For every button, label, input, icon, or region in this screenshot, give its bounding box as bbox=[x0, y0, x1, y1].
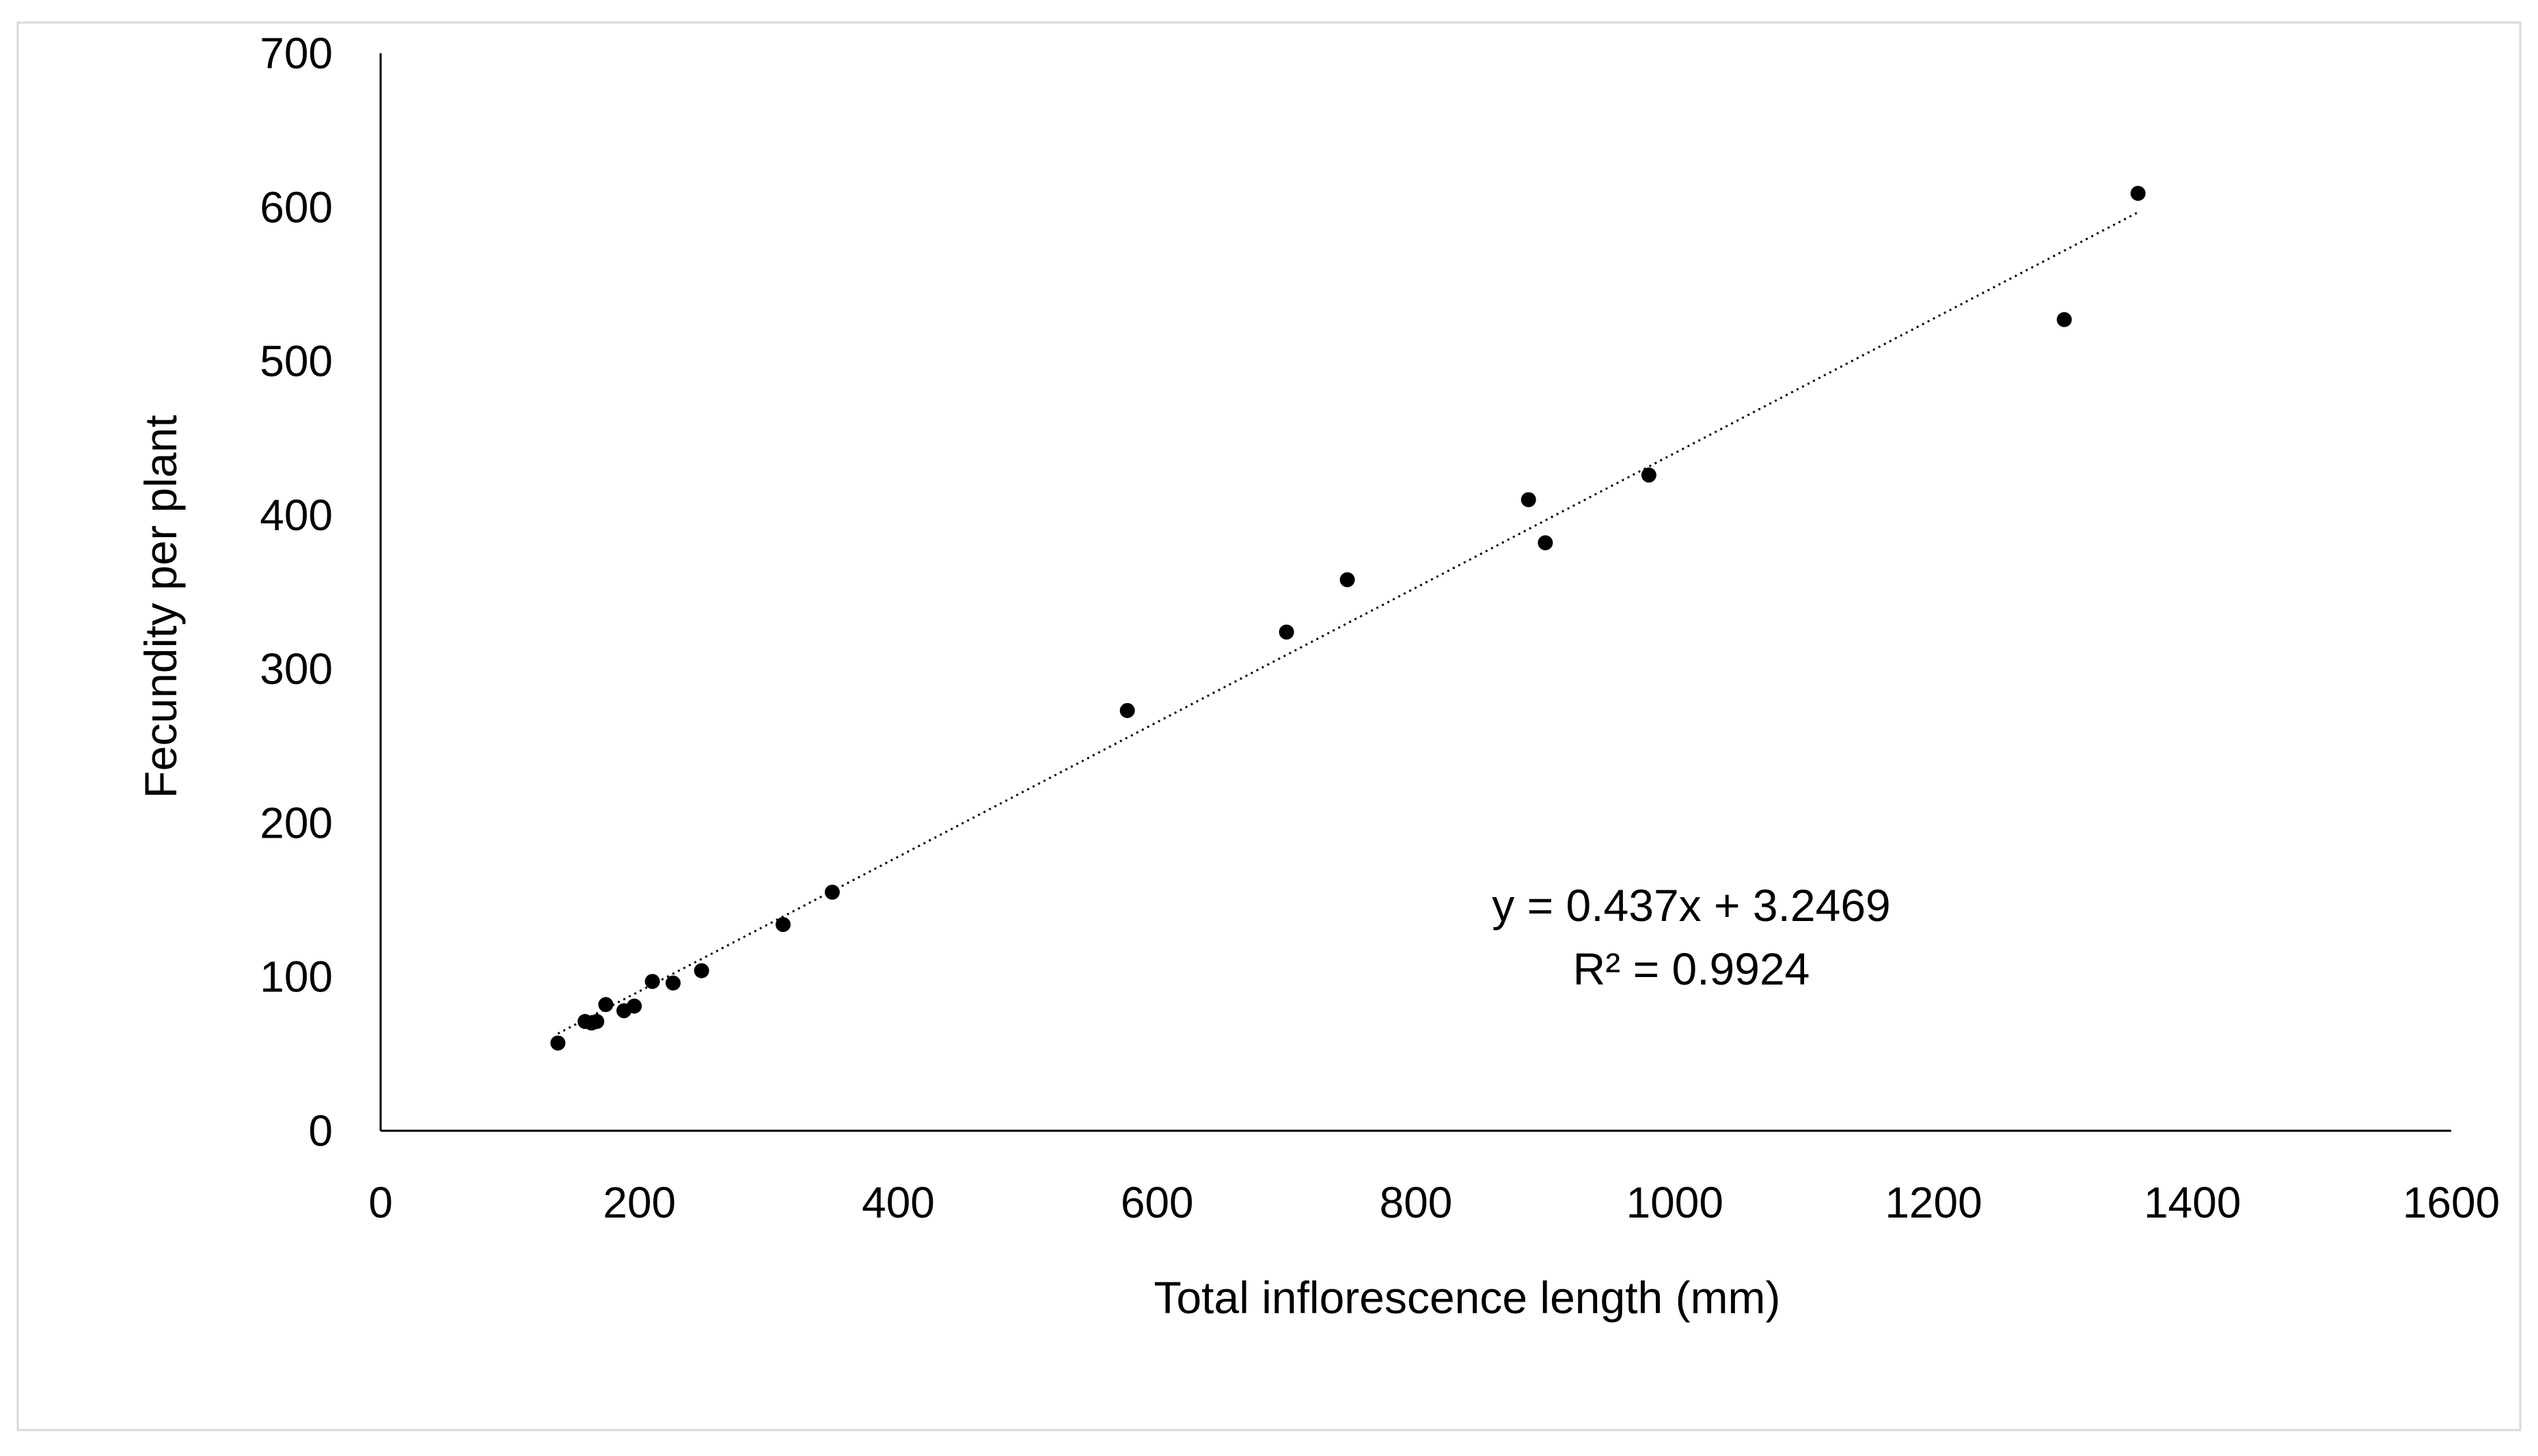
trendline-layer bbox=[557, 211, 2139, 1035]
data-point bbox=[550, 1035, 566, 1051]
y-tick-label: 700 bbox=[260, 29, 333, 78]
x-tick-label: 800 bbox=[1380, 1178, 1453, 1227]
x-tick-label: 600 bbox=[1121, 1178, 1194, 1227]
trendline-equation: y = 0.437x + 3.2469 bbox=[1492, 880, 1890, 931]
data-point bbox=[775, 917, 791, 933]
x-tick-label: 1400 bbox=[2144, 1178, 2241, 1227]
data-point bbox=[1538, 535, 1553, 551]
data-point bbox=[589, 1014, 605, 1030]
y-tick-label: 100 bbox=[260, 952, 333, 1002]
data-point bbox=[1339, 572, 1355, 588]
data-point bbox=[665, 975, 681, 991]
x-tick-label: 1600 bbox=[2403, 1178, 2500, 1227]
y-tick-label: 200 bbox=[260, 798, 333, 847]
x-tick-label: 400 bbox=[862, 1178, 935, 1227]
y-tick-label: 600 bbox=[260, 182, 333, 232]
x-axis-title: Total inflorescence length (mm) bbox=[1154, 1272, 1780, 1323]
y-tick-labels: 0 100 200 300 400 500 600 700 bbox=[260, 29, 333, 1155]
trendline bbox=[557, 211, 2139, 1035]
y-tick-label: 0 bbox=[308, 1106, 333, 1155]
data-point bbox=[2130, 186, 2146, 202]
x-tick-label: 200 bbox=[603, 1178, 676, 1227]
y-tick-label: 400 bbox=[260, 491, 333, 540]
data-point bbox=[824, 884, 840, 900]
data-point bbox=[1520, 492, 1536, 508]
data-point bbox=[1641, 467, 1656, 483]
y-axis-title: Fecundity per plant bbox=[135, 415, 186, 798]
trendline-r-squared: R² = 0.9924 bbox=[1573, 944, 1810, 994]
data-points bbox=[550, 186, 2146, 1051]
data-point bbox=[694, 963, 709, 978]
y-tick-label: 500 bbox=[260, 337, 333, 386]
data-point bbox=[627, 998, 642, 1014]
data-point bbox=[1279, 624, 1294, 640]
data-point bbox=[1119, 702, 1135, 718]
x-tick-label: 1200 bbox=[1885, 1178, 1982, 1227]
x-tick-labels: 0 200 400 600 800 1000 1200 1400 1600 bbox=[368, 1178, 2500, 1227]
chart-frame bbox=[16, 21, 2522, 1431]
axes bbox=[379, 53, 2451, 1132]
x-tick-label: 0 bbox=[368, 1178, 393, 1227]
data-point bbox=[644, 974, 660, 989]
data-point bbox=[2056, 312, 2072, 327]
data-point bbox=[598, 997, 614, 1013]
y-tick-label: 300 bbox=[260, 644, 333, 693]
x-tick-label: 1000 bbox=[1626, 1178, 1723, 1227]
